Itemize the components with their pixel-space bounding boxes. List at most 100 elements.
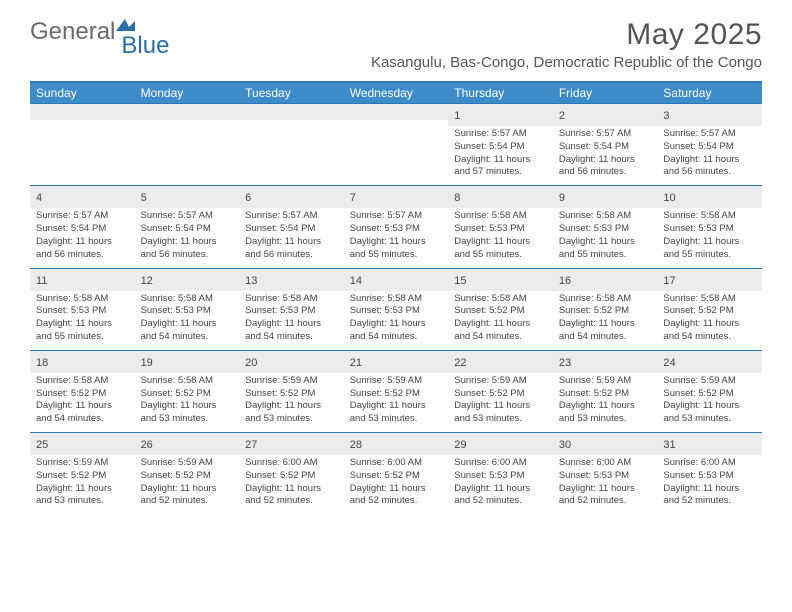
daynum-row: 23 [553, 351, 658, 373]
week-row: 11 Sunrise: 5:58 AMSunset: 5:53 PMDayligh… [30, 268, 762, 350]
daynum-row: 17 [657, 269, 762, 291]
day-number: 21 [350, 357, 362, 369]
title-block: May 2025 Kasangulu, Bas-Congo, Democrati… [371, 18, 762, 71]
day-data: Sunrise: 5:57 AMSunset: 5:54 PMDaylight:… [553, 126, 658, 185]
day-cell: 8 Sunrise: 5:58 AMSunset: 5:53 PMDaylight… [448, 186, 553, 267]
weekday-header-row: SundayMondayTuesdayWednesdayThursdayFrid… [30, 83, 762, 103]
daynum-row: 2 [553, 104, 658, 126]
daynum-row: 11 [30, 269, 135, 291]
day-data: Sunrise: 5:59 AMSunset: 5:52 PMDaylight:… [344, 373, 449, 432]
daynum-row: 14 [344, 269, 449, 291]
day-cell: 20 Sunrise: 5:59 AMSunset: 5:52 PMDayligh… [239, 351, 344, 432]
day-number: 29 [454, 439, 466, 451]
day-data: Sunrise: 5:57 AMSunset: 5:54 PMDaylight:… [135, 208, 240, 267]
day-data [344, 120, 449, 174]
day-number: 20 [245, 357, 257, 369]
daynum-row: 19 [135, 351, 240, 373]
day-number: 24 [663, 357, 675, 369]
day-number: 31 [663, 439, 675, 451]
day-cell: 27 Sunrise: 6:00 AMSunset: 5:52 PMDayligh… [239, 433, 344, 514]
day-data: Sunrise: 6:00 AMSunset: 5:52 PMDaylight:… [239, 455, 344, 514]
day-cell [30, 104, 135, 185]
daynum-row: 12 [135, 269, 240, 291]
day-data: Sunrise: 5:59 AMSunset: 5:52 PMDaylight:… [30, 455, 135, 514]
day-cell [344, 104, 449, 185]
day-data: Sunrise: 5:57 AMSunset: 5:54 PMDaylight:… [30, 208, 135, 267]
day-cell: 3Sunrise: 5:57 AMSunset: 5:54 PMDaylight… [657, 104, 762, 185]
daynum-row: 29 [448, 433, 553, 455]
daynum-row: 27 [239, 433, 344, 455]
day-cell: 4Sunrise: 5:57 AMSunset: 5:54 PMDaylight… [30, 186, 135, 267]
day-cell: 17Sunrise: 5:58 AMSunset: 5:52 PMDayligh… [657, 269, 762, 350]
day-cell: 24Sunrise: 5:59 AMSunset: 5:52 PMDayligh… [657, 351, 762, 432]
day-number: 26 [141, 439, 153, 451]
day-number: 15 [454, 275, 466, 287]
day-number: 30 [559, 439, 571, 451]
day-data: Sunrise: 5:57 AMSunset: 5:54 PMDaylight:… [239, 208, 344, 267]
day-cell: 1 Sunrise: 5:57 AMSunset: 5:54 PMDaylight… [448, 104, 553, 185]
day-number: 23 [559, 357, 571, 369]
day-number: 18 [36, 357, 48, 369]
week-row: 1 Sunrise: 5:57 AMSunset: 5:54 PMDaylight… [30, 103, 762, 185]
day-number: 27 [245, 439, 257, 451]
day-cell: 10Sunrise: 5:58 AMSunset: 5:53 PMDayligh… [657, 186, 762, 267]
logo: General Blue [30, 18, 169, 46]
day-number: 1 [454, 110, 460, 122]
daynum-row: 18 [30, 351, 135, 373]
daynum-row: 26 [135, 433, 240, 455]
day-cell: 14Sunrise: 5:58 AMSunset: 5:53 PMDayligh… [344, 269, 449, 350]
day-data: Sunrise: 5:57 AMSunset: 5:53 PMDaylight:… [344, 208, 449, 267]
week-row: 18Sunrise: 5:58 AMSunset: 5:52 PMDayligh… [30, 350, 762, 432]
weekday-header: Tuesday [239, 83, 344, 103]
day-data: Sunrise: 5:58 AMSunset: 5:53 PMDaylight:… [135, 291, 240, 350]
day-data: Sunrise: 5:57 AMSunset: 5:54 PMDaylight:… [448, 126, 553, 185]
week-row: 4Sunrise: 5:57 AMSunset: 5:54 PMDaylight… [30, 185, 762, 267]
daynum-row: 4 [30, 186, 135, 208]
day-number: 9 [559, 192, 565, 204]
day-data: Sunrise: 5:58 AMSunset: 5:53 PMDaylight:… [448, 208, 553, 267]
day-cell: 19Sunrise: 5:58 AMSunset: 5:52 PMDayligh… [135, 351, 240, 432]
daynum-row [239, 104, 344, 120]
day-data: Sunrise: 5:59 AMSunset: 5:52 PMDaylight:… [239, 373, 344, 432]
day-data: Sunrise: 6:00 AMSunset: 5:52 PMDaylight:… [344, 455, 449, 514]
weekday-header: Saturday [657, 83, 762, 103]
day-number: 16 [559, 275, 571, 287]
daynum-row: 28 [344, 433, 449, 455]
daynum-row: 10 [657, 186, 762, 208]
daynum-row: 31 [657, 433, 762, 455]
location-text: Kasangulu, Bas-Congo, Democratic Republi… [371, 54, 762, 71]
logo-text-blue: Blue [121, 32, 169, 60]
day-data: Sunrise: 5:57 AMSunset: 5:54 PMDaylight:… [657, 126, 762, 185]
day-data: Sunrise: 5:58 AMSunset: 5:53 PMDaylight:… [239, 291, 344, 350]
day-number: 28 [350, 439, 362, 451]
day-data [30, 120, 135, 174]
day-number: 19 [141, 357, 153, 369]
day-cell: 26Sunrise: 5:59 AMSunset: 5:52 PMDayligh… [135, 433, 240, 514]
day-cell [239, 104, 344, 185]
day-number: 5 [141, 192, 147, 204]
header: General Blue May 2025 Kasangulu, Bas-Con… [0, 0, 792, 75]
day-cell: 13 Sunrise: 5:58 AMSunset: 5:53 PMDayligh… [239, 269, 344, 350]
day-number: 8 [454, 192, 460, 204]
day-number: 25 [36, 439, 48, 451]
day-cell: 9Sunrise: 5:58 AMSunset: 5:53 PMDaylight… [553, 186, 658, 267]
day-number: 2 [559, 110, 565, 122]
day-number: 11 [36, 275, 47, 287]
daynum-row [135, 104, 240, 120]
day-cell: 23Sunrise: 5:59 AMSunset: 5:52 PMDayligh… [553, 351, 658, 432]
daynum-row: 22 [448, 351, 553, 373]
day-number: 14 [350, 275, 362, 287]
daynum-row: 20 [239, 351, 344, 373]
day-cell: 30Sunrise: 6:00 AMSunset: 5:53 PMDayligh… [553, 433, 658, 514]
day-cell: 31Sunrise: 6:00 AMSunset: 5:53 PMDayligh… [657, 433, 762, 514]
daynum-row: 16 [553, 269, 658, 291]
day-number: 6 [245, 192, 251, 204]
weekday-header: Thursday [448, 83, 553, 103]
day-cell: 18Sunrise: 5:58 AMSunset: 5:52 PMDayligh… [30, 351, 135, 432]
day-cell: 21 Sunrise: 5:59 AMSunset: 5:52 PMDayligh… [344, 351, 449, 432]
page-title: May 2025 [371, 18, 762, 52]
daynum-row: 15 [448, 269, 553, 291]
day-number: 7 [350, 192, 356, 204]
day-number: 22 [454, 357, 466, 369]
day-number: 13 [245, 275, 257, 287]
